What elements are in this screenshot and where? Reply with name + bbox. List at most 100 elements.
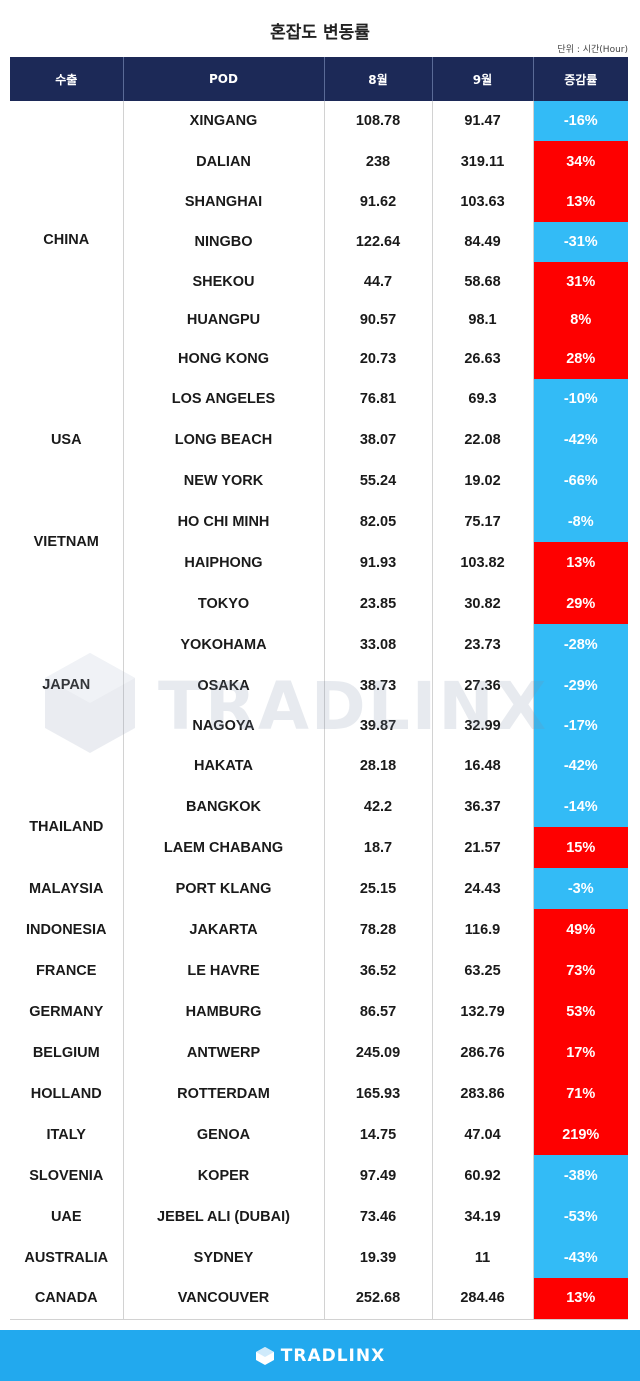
august-value-cell: 91.62 xyxy=(324,182,433,222)
august-value-cell: 245.09 xyxy=(324,1032,433,1073)
table-row: DALIAN 238 319.11 34% xyxy=(10,141,628,182)
export-country-cell: UAE xyxy=(10,1196,124,1237)
september-value-cell: 116.9 xyxy=(432,909,534,950)
change-rate-cell: 28% xyxy=(533,339,628,379)
pod-cell: ANTWERP xyxy=(123,1032,325,1073)
september-value-cell: 98.1 xyxy=(432,301,534,339)
table-row: SLOVENIA KOPER 97.49 60.92 -38% xyxy=(10,1155,628,1196)
september-value-cell: 283.86 xyxy=(432,1073,534,1114)
table-row: INDONESIA JAKARTA 78.28 116.9 49% xyxy=(10,909,628,950)
change-rate-cell: -10% xyxy=(533,379,628,419)
august-value-cell: 19.39 xyxy=(324,1237,433,1278)
table-row: MALAYSIA PORT KLANG 25.15 24.43 -3% xyxy=(10,868,628,909)
pod-cell: SYDNEY xyxy=(123,1237,325,1278)
pod-cell: BANGKOK xyxy=(123,786,325,827)
table-row: HAKATA 28.18 16.48 -42% xyxy=(10,746,628,786)
tradlinx-logo-icon xyxy=(255,1346,274,1365)
september-value-cell: 27.36 xyxy=(432,665,534,706)
september-value-cell: 36.37 xyxy=(432,786,534,827)
footer-bar: TRADLINX xyxy=(0,1330,640,1381)
export-country-cell: JAPAN xyxy=(10,583,124,786)
export-country-cell: INDONESIA xyxy=(10,909,124,950)
change-rate-cell: 34% xyxy=(533,141,628,182)
pod-cell: HAIPHONG xyxy=(123,542,325,583)
table-row: USA LOS ANGELES 76.81 69.3 -10% xyxy=(10,379,628,501)
august-value-cell: 90.57 xyxy=(324,301,433,339)
august-value-cell: 91.93 xyxy=(324,542,433,583)
export-country-cell: ITALY xyxy=(10,1114,124,1155)
september-value-cell: 103.63 xyxy=(432,182,534,222)
change-rate-cell: -42% xyxy=(533,419,628,460)
change-rate-cell: -66% xyxy=(533,460,628,501)
pod-cell: SHANGHAI xyxy=(123,182,325,222)
september-value-cell: 23.73 xyxy=(432,624,534,665)
table-row: AUSTRALIA SYDNEY 19.39 11 -43% xyxy=(10,1237,628,1278)
august-value-cell: 86.57 xyxy=(324,991,433,1032)
table-row: HAIPHONG 91.93 103.82 13% xyxy=(10,542,628,583)
august-value-cell: 97.49 xyxy=(324,1155,433,1196)
august-value-cell: 55.24 xyxy=(324,460,433,501)
pod-cell: DALIAN xyxy=(123,141,325,182)
august-value-cell: 76.81 xyxy=(324,379,433,419)
change-rate-cell: -8% xyxy=(533,501,628,542)
pod-cell: ROTTERDAM xyxy=(123,1073,325,1114)
august-value-cell: 33.08 xyxy=(324,624,433,665)
change-rate-cell: -31% xyxy=(533,222,628,262)
table-row: SHEKOU 44.7 58.68 31% xyxy=(10,262,628,301)
column-header-change: 증감률 xyxy=(533,57,628,101)
table-row: NINGBO 122.64 84.49 -31% xyxy=(10,222,628,262)
pod-cell: JAKARTA xyxy=(123,909,325,950)
pod-cell: LAEM CHABANG xyxy=(123,827,325,868)
change-rate-cell: 73% xyxy=(533,950,628,991)
table-row: HUANGPU 90.57 98.1 8% xyxy=(10,301,628,339)
export-country-cell: BELGIUM xyxy=(10,1032,124,1073)
change-rate-cell: -16% xyxy=(533,101,628,141)
export-country-cell: CANADA xyxy=(10,1278,124,1320)
table-row: ITALY GENOA 14.75 47.04 219% xyxy=(10,1114,628,1155)
september-value-cell: 69.3 xyxy=(432,379,534,419)
pod-cell: NAGOYA xyxy=(123,706,325,746)
table-row: JAPAN TOKYO 23.85 30.82 29% xyxy=(10,583,628,786)
change-rate-cell: 53% xyxy=(533,991,628,1032)
pod-cell: LE HAVRE xyxy=(123,950,325,991)
september-value-cell: 16.48 xyxy=(432,746,534,786)
september-value-cell: 22.08 xyxy=(432,419,534,460)
change-rate-cell: 219% xyxy=(533,1114,628,1155)
table-row: BELGIUM ANTWERP 245.09 286.76 17% xyxy=(10,1032,628,1073)
pod-cell: HAMBURG xyxy=(123,991,325,1032)
pod-cell: OSAKA xyxy=(123,665,325,706)
september-value-cell: 319.11 xyxy=(432,141,534,182)
footer-brand: TRADLINX xyxy=(280,1345,386,1366)
august-value-cell: 73.46 xyxy=(324,1196,433,1237)
unit-note: 단위 : 시간(Hour) xyxy=(557,45,628,55)
export-country-cell: HOLLAND xyxy=(10,1073,124,1114)
august-value-cell: 25.15 xyxy=(324,868,433,909)
change-rate-cell: -43% xyxy=(533,1237,628,1278)
september-value-cell: 286.76 xyxy=(432,1032,534,1073)
change-rate-cell: 8% xyxy=(533,301,628,339)
table-body: CHINA XINGANG 108.78 91.47 -16% DALIAN 238 319.… xyxy=(10,101,628,1320)
august-value-cell: 38.07 xyxy=(324,419,433,460)
august-value-cell: 39.87 xyxy=(324,706,433,746)
august-value-cell: 14.75 xyxy=(324,1114,433,1155)
table-row: GERMANY HAMBURG 86.57 132.79 53% xyxy=(10,991,628,1032)
column-header-pod: POD xyxy=(123,57,325,101)
export-country-cell: GERMANY xyxy=(10,991,124,1032)
pod-cell: NINGBO xyxy=(123,222,325,262)
table-row: HOLLAND ROTTERDAM 165.93 283.86 71% xyxy=(10,1073,628,1114)
august-value-cell: 78.28 xyxy=(324,909,433,950)
september-value-cell: 19.02 xyxy=(432,460,534,501)
pod-cell: HUANGPU xyxy=(123,301,325,339)
export-country-cell: VIETNAM xyxy=(10,501,124,583)
table-row: HONG KONG 20.73 26.63 28% xyxy=(10,339,628,379)
september-value-cell: 103.82 xyxy=(432,542,534,583)
export-country-cell: USA xyxy=(10,379,124,501)
september-value-cell: 24.43 xyxy=(432,868,534,909)
congestion-table: 수출 POD 8월 9월 증감률 CHINA XINGANG 108.78 91.47… xyxy=(10,57,628,1320)
change-rate-cell: 17% xyxy=(533,1032,628,1073)
table-row: CHINA XINGANG 108.78 91.47 -16% xyxy=(10,101,628,379)
august-value-cell: 36.52 xyxy=(324,950,433,991)
table-row: UAE JEBEL ALI (DUBAI) 73.46 34.19 -53% xyxy=(10,1196,628,1237)
august-value-cell: 23.85 xyxy=(324,583,433,624)
september-value-cell: 63.25 xyxy=(432,950,534,991)
